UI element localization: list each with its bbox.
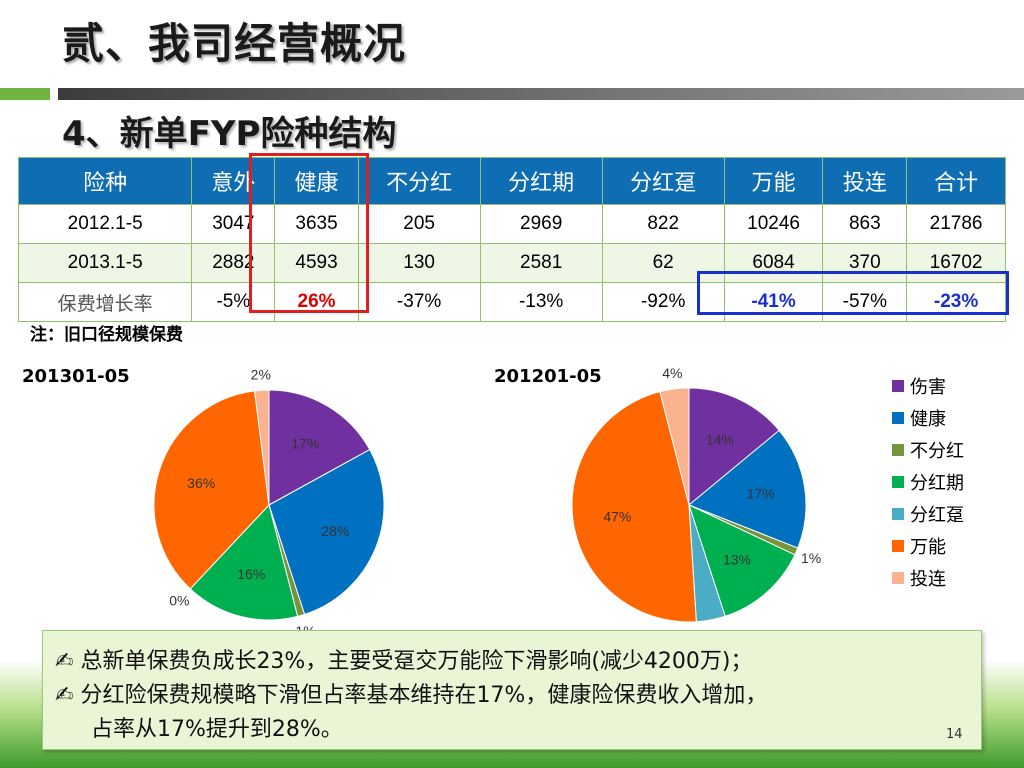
pie-data-label: 14%: [706, 431, 734, 447]
summary-callout: ✍ 总新单保费负成长23%，主要受趸交万能险下滑影响(减少4200万)； ✍ 分…: [42, 630, 982, 750]
callout-line: ✍ 总新单保费负成长23%，主要受趸交万能险下滑影响(减少4200万)；: [55, 643, 753, 675]
legend-item: 分红趸: [892, 498, 964, 530]
table-cell: 205: [357, 204, 481, 244]
section-subtitle: 4、新单FYP险种结构: [62, 114, 397, 154]
pie-slice: [688, 429, 807, 549]
health-column-highlight-box: [249, 153, 369, 313]
table-header-cell: 不分红: [357, 157, 481, 205]
legend-label: 不分红: [910, 441, 964, 462]
premium-table: 险种 意外 健康 不分红 分红期 分红趸 万能 投连 合计 2012.1-5 3…: [17, 157, 1006, 322]
page-number: 14: [946, 727, 963, 742]
pie-slice: [254, 389, 270, 506]
table-cell: 2969: [479, 204, 603, 244]
table-cell: 3635: [274, 204, 359, 244]
table-cell: -57%: [822, 282, 908, 322]
table-header-cell: 投连: [822, 157, 908, 205]
table-row: 2012.1-5 3047 3635 205 2969 822 10246 86…: [17, 204, 1006, 244]
legend-swatch: [892, 380, 904, 392]
chart-legend: 伤害 健康 不分红 分红期 分红趸 万能 投连: [892, 370, 964, 594]
pie-data-label: 17%: [291, 436, 319, 452]
legend-label: 投连: [910, 569, 946, 590]
table-header-row: 险种 意外 健康 不分红 分红期 分红趸 万能 投连 合计: [17, 157, 1006, 205]
pie-slice: [688, 504, 796, 617]
table-cell: 6084: [723, 243, 824, 283]
table-cell: -5%: [191, 282, 276, 322]
legend-swatch: [892, 508, 904, 520]
callout-text: 分红险保费规模略下滑但占率基本维持在17%，健康险保费收入增加，: [80, 683, 768, 708]
table-row: 保费增长率 -5% 26% -37% -13% -92% -41% -57% -…: [17, 282, 1006, 322]
legend-label: 分红期: [910, 473, 964, 494]
writing-hand-icon: ✍: [55, 649, 81, 674]
pie-data-label: 4%: [662, 365, 682, 381]
table-header-cell: 万能: [723, 157, 824, 205]
table-cell: 3047: [191, 204, 276, 244]
legend-item: 不分红: [892, 434, 964, 466]
table-cell-highlight: -41%: [723, 282, 824, 322]
legend-swatch: [892, 444, 904, 456]
table-cell: -13%: [479, 282, 603, 322]
legend-item: 伤害: [892, 370, 964, 402]
pie-charts: 17%28%1%16%0%36%2%14%17%1%13%4%47%4%: [153, 365, 821, 635]
table-cell: 10246: [723, 204, 824, 244]
accent-bar: [0, 88, 50, 100]
table-cell: 2581: [479, 243, 603, 283]
table-cell: -37%: [357, 282, 481, 322]
table-cell: 822: [601, 204, 725, 244]
pie-data-label: 17%: [747, 486, 775, 502]
pie-slice: [571, 391, 697, 623]
callout-text: 占率从17%提升到28%。: [91, 717, 343, 742]
table-cell-highlight: 26%: [274, 282, 359, 322]
legend-item: 投连: [892, 562, 964, 594]
legend-swatch: [892, 412, 904, 424]
callout-line: ✍ 分红险保费规模略下滑但占率基本维持在17%，健康险保费收入增加，: [55, 677, 767, 709]
page-title: 贰、我司经营概况: [62, 19, 407, 68]
legend-swatch: [892, 572, 904, 584]
pie-data-label: 2%: [251, 366, 271, 382]
legend-label: 伤害: [910, 377, 946, 398]
pie-slice: [268, 448, 385, 616]
table-cell: 62: [601, 243, 725, 283]
pie-title-2012: 201201-05: [494, 366, 602, 387]
pie-data-label: 28%: [321, 523, 349, 539]
table-cell: -92%: [601, 282, 725, 322]
table-header-cell: 分红趸: [601, 157, 725, 205]
pie-data-label: 36%: [187, 475, 215, 491]
table-cell: 863: [822, 204, 908, 244]
writing-hand-icon: ✍: [55, 683, 81, 708]
legend-label: 分红趸: [910, 505, 964, 526]
pie-slice: [688, 387, 780, 507]
table-row-label: 2013.1-5: [17, 243, 193, 283]
table-cell: 130: [357, 243, 481, 283]
table-header-cell: 分红期: [479, 157, 603, 205]
legend-item: 分红期: [892, 466, 964, 498]
table-header-cell: 险种: [17, 157, 193, 205]
growth-highlight-box: [697, 271, 1009, 315]
legend-swatch: [892, 540, 904, 552]
legend-label: 万能: [910, 537, 946, 558]
table-cell: 2882: [191, 243, 276, 283]
legend-item: 万能: [892, 530, 964, 562]
callout-line: 占率从17%提升到28%。: [91, 711, 343, 743]
table-cell: 21786: [906, 204, 1006, 244]
pie-data-label: 16%: [237, 566, 265, 582]
pie-data-label: 47%: [603, 508, 631, 524]
table-note: 注：旧口径规模保费: [30, 325, 183, 345]
callout-text: 总新单保费负成长23%，主要受趸交万能险下滑影响(减少4200万)；: [80, 649, 753, 674]
table-row-label: 2012.1-5: [17, 204, 193, 244]
pie-slice: [189, 503, 299, 621]
legend-label: 健康: [910, 409, 946, 430]
table-row-label: 保费增长率: [17, 282, 193, 322]
legend-swatch: [892, 476, 904, 488]
pie-title-2013: 201301-05: [22, 366, 130, 387]
divider-bar: [58, 88, 1024, 100]
table-cell-highlight: -23%: [906, 282, 1006, 322]
pie-data-label: 1%: [801, 550, 821, 566]
pie-data-label: 13%: [723, 551, 751, 567]
pie-data-label: 0%: [169, 592, 189, 608]
pie-slice: [268, 389, 371, 506]
pie-slice: [153, 390, 270, 590]
table-header-cell: 合计: [906, 157, 1006, 205]
legend-item: 健康: [892, 402, 964, 434]
pie-slice: [659, 387, 690, 506]
